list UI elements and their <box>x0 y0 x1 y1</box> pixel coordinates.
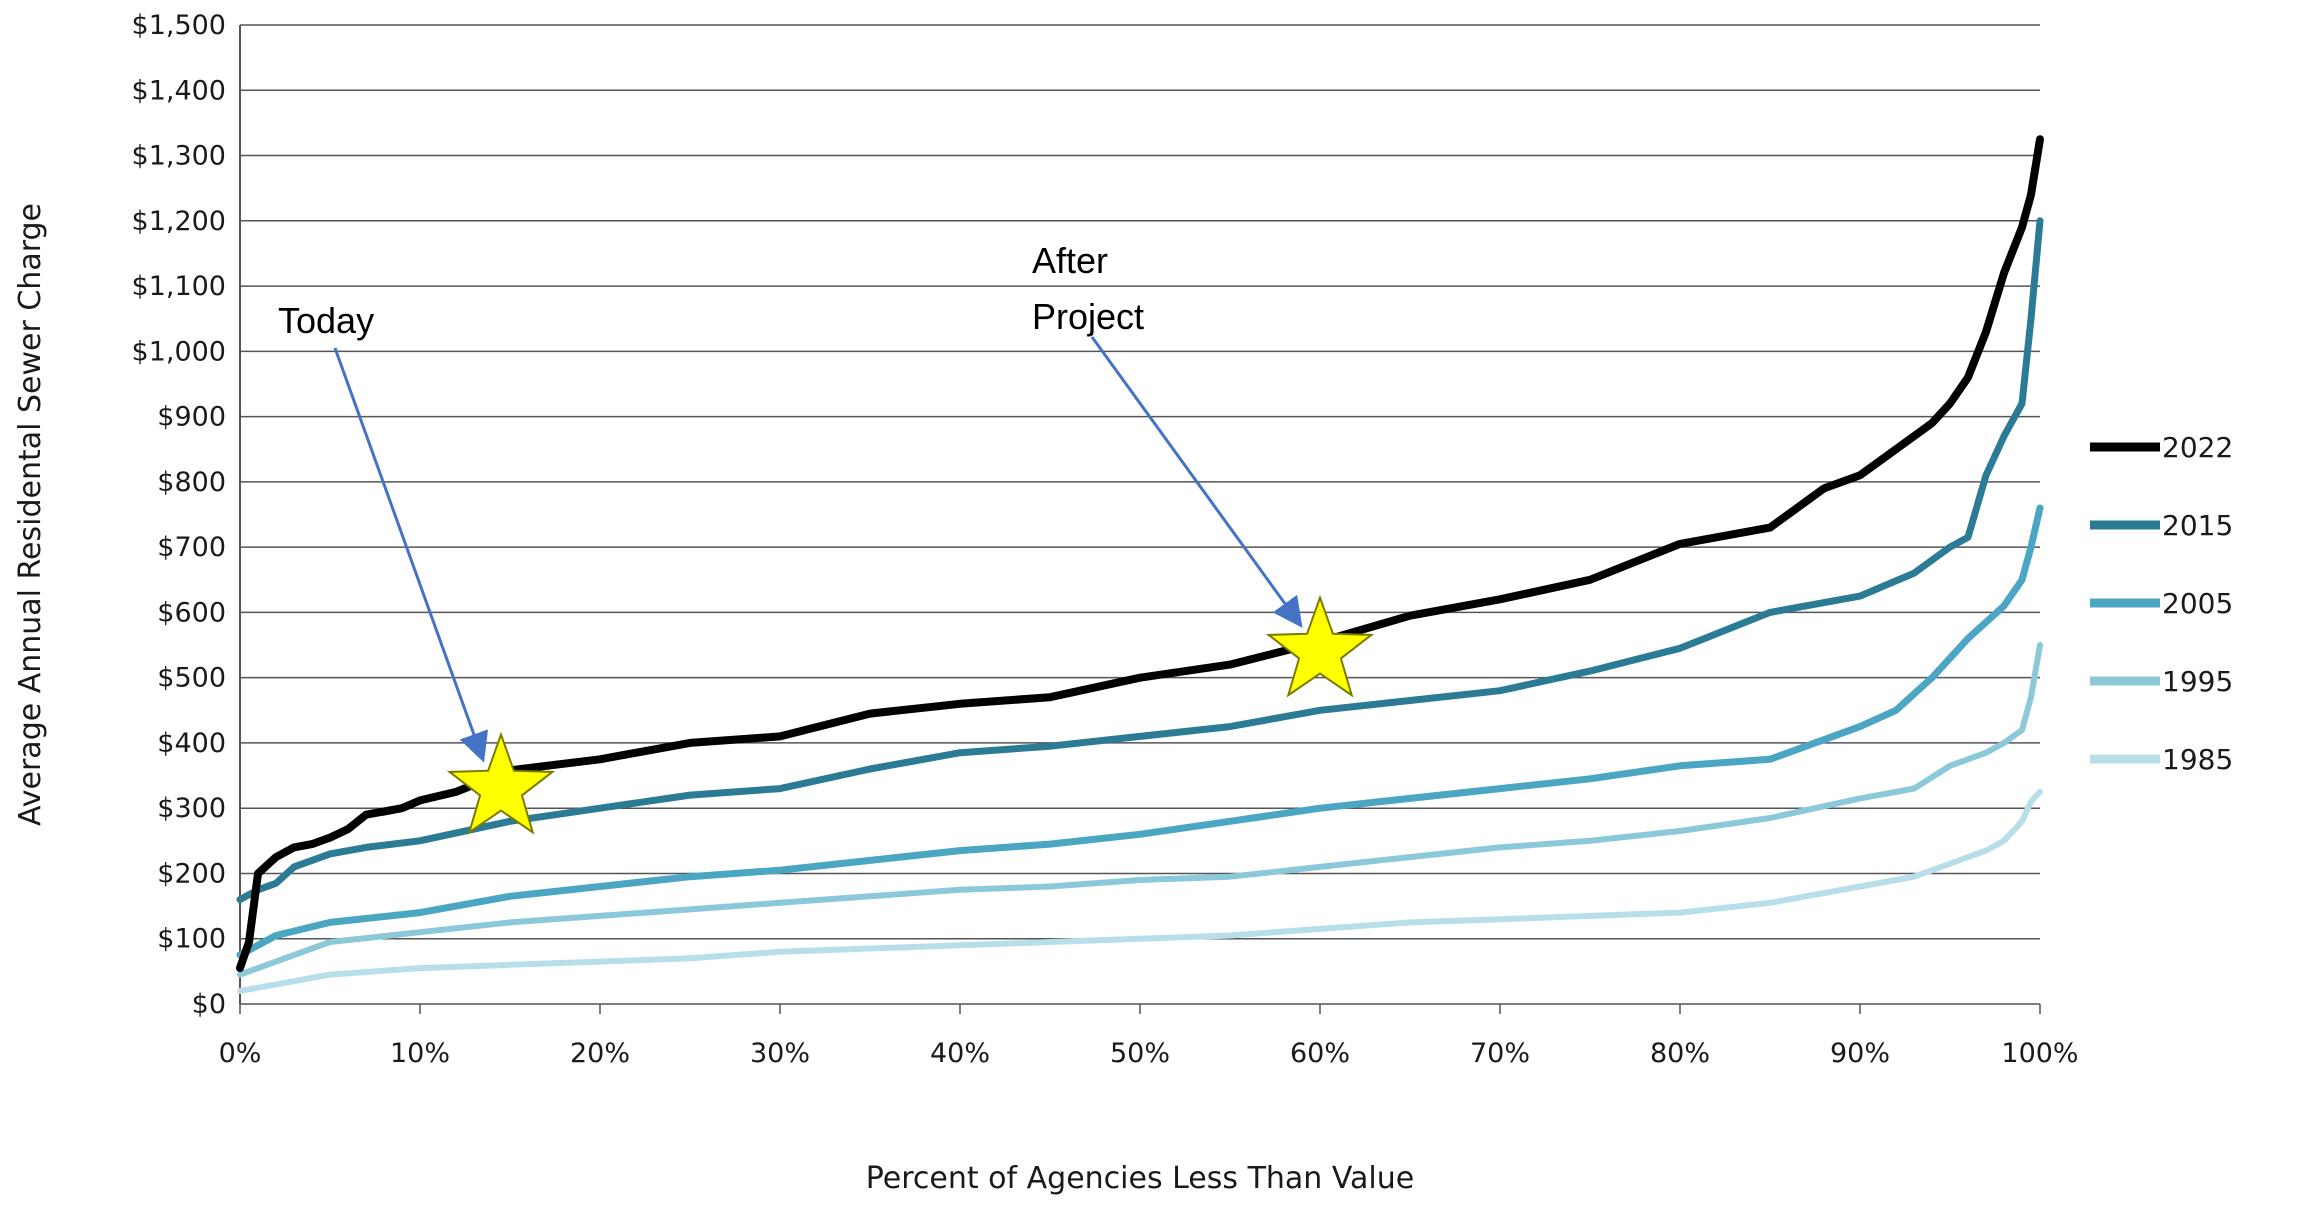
annotations: Today After Project <box>278 240 1375 835</box>
annotation-arrow <box>333 347 488 763</box>
annotation-arrow <box>1090 336 1303 628</box>
legend-label-1985: 1985 <box>2162 743 2233 776</box>
series-line-1995 <box>237 642 2043 978</box>
series-line-1985 <box>237 788 2043 994</box>
y-tick-label: $1,200 <box>132 206 226 237</box>
y-axis-title: Average Annual Residental Sewer Charge <box>13 203 48 826</box>
x-tick-label: 0% <box>219 1038 262 1069</box>
y-tick-label: $1,100 <box>132 271 226 302</box>
x-tick-label: 60% <box>1290 1038 1350 1069</box>
x-tick-label: 10% <box>390 1038 450 1069</box>
y-tick-label: $1,000 <box>132 336 226 367</box>
series-line-2005 <box>236 504 2044 959</box>
annotation-label: Project <box>1032 296 1144 337</box>
x-tick-label: 80% <box>1650 1038 1710 1069</box>
x-tick-label: 50% <box>1110 1038 1170 1069</box>
star-marker-icon <box>1265 594 1375 698</box>
x-tick-label: 90% <box>1830 1038 1890 1069</box>
y-tick-label: $300 <box>157 793 226 824</box>
x-tick-label: 30% <box>750 1038 810 1069</box>
legend-label-1995: 1995 <box>2162 665 2233 698</box>
x-tick-label: 20% <box>570 1038 630 1069</box>
y-tick-label: $0 <box>192 989 226 1020</box>
y-tick-label: $400 <box>157 728 226 759</box>
y-tick-label: $500 <box>157 663 226 694</box>
annotation-label: After <box>1032 240 1108 281</box>
y-tick-label: $1,500 <box>132 10 226 41</box>
x-tick-label: 70% <box>1470 1038 1530 1069</box>
x-tick-label: 100% <box>2001 1038 2078 1069</box>
y-tick-label: $1,400 <box>132 75 226 106</box>
gridlines <box>240 24 2040 1005</box>
x-axis-title: Percent of Agencies Less Than Value <box>866 1161 1414 1196</box>
y-tick-label: $1,300 <box>132 141 226 172</box>
y-tick-label: $200 <box>157 858 226 889</box>
star-marker-icon <box>446 731 556 835</box>
legend-label-2005: 2005 <box>2162 587 2233 620</box>
y-axis: $0 $100 $200 $300 $400 $500 $600 $700 $800 $900 $1… <box>132 10 241 1020</box>
y-tick-label: $100 <box>157 924 226 955</box>
series-lines <box>236 135 2044 994</box>
y-tick-label: $800 <box>157 467 226 498</box>
x-axis: 0% 10% 20% 30% 40% 50% 60% 70% 80% 90% 100% <box>219 1004 2079 1069</box>
annotation-label: Today <box>278 300 374 341</box>
legend-label-2015: 2015 <box>2162 509 2233 542</box>
legend: 2022 2015 2005 1995 1985 <box>2090 431 2233 776</box>
series-line-2022 <box>236 135 2044 973</box>
legend-label-2022: 2022 <box>2162 431 2233 464</box>
y-tick-label: $700 <box>157 532 226 563</box>
y-tick-label: $900 <box>157 402 226 433</box>
y-tick-label: $600 <box>157 597 226 628</box>
x-tick-label: 40% <box>930 1038 990 1069</box>
series-line-2015 <box>236 217 2044 904</box>
